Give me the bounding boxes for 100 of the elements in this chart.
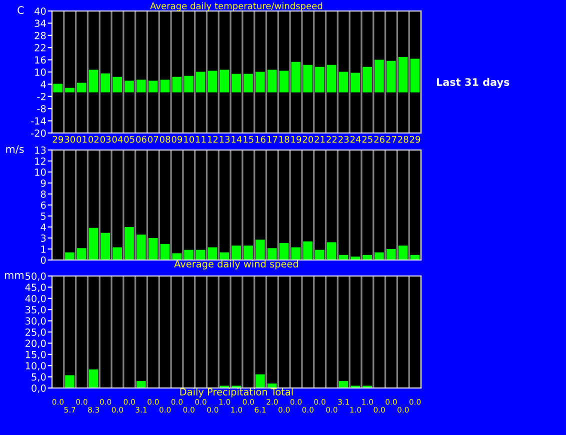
bar <box>338 381 348 388</box>
y-tick-label: 25,0 <box>26 328 46 337</box>
bar <box>112 247 122 260</box>
bar <box>160 244 170 260</box>
y-tick-label: -20 <box>31 129 46 137</box>
text: Last 31 days <box>436 78 510 88</box>
y-tick-label: -2 <box>37 92 46 100</box>
x-tick-label: 17 <box>267 136 278 143</box>
bar <box>362 66 372 92</box>
bar <box>76 82 86 92</box>
x-tick-label: 28 <box>398 136 408 143</box>
y-axis-title: C <box>18 6 24 14</box>
bar <box>315 250 324 260</box>
bar <box>160 80 170 92</box>
y-tick-label: 8 <box>40 190 46 198</box>
bar <box>232 74 242 92</box>
y-tick-label: -8 <box>37 105 46 112</box>
y-tick-label: 13 <box>35 146 46 154</box>
x-tick-label: 24 <box>350 136 361 143</box>
x-tick-label: 03 <box>100 136 111 143</box>
bar <box>148 80 158 92</box>
x-tick-label: 16 <box>256 136 266 143</box>
bar <box>386 249 396 260</box>
bar <box>124 80 134 92</box>
y-tick-label: 28 <box>34 32 46 40</box>
x-tick-label: 13 <box>220 136 230 143</box>
x-tick-label: 30 <box>64 136 75 143</box>
y-tick-label: 6 <box>40 201 46 209</box>
x-tick-label: 18 <box>279 136 290 143</box>
bar <box>172 76 182 92</box>
bar <box>65 252 74 260</box>
y-tick-label: 1 <box>41 246 46 253</box>
x-tick-label: 02 <box>88 136 98 143</box>
y-tick-label: 40,0 <box>25 294 46 304</box>
bar <box>267 248 277 260</box>
x-tick-label: 29 <box>410 136 420 143</box>
bar <box>136 381 146 388</box>
x-tick-label: 14 <box>232 136 242 143</box>
bar <box>220 70 230 92</box>
bar <box>244 74 253 92</box>
x-tick-label: 04 <box>112 136 123 143</box>
x-tick-label: 27 <box>386 136 396 143</box>
y-tick-label: 34 <box>34 20 46 28</box>
y-tick-label: 50,0 <box>26 272 46 281</box>
y-tick-label: 40 <box>34 7 46 15</box>
bar <box>124 227 134 260</box>
x-tick-label: 09 <box>172 136 182 143</box>
x-tick-label: 08 <box>160 136 170 143</box>
bar <box>100 73 110 92</box>
y-axis-title: m/s <box>6 145 24 154</box>
bar <box>88 369 98 388</box>
bar <box>315 66 324 92</box>
bar <box>65 375 74 388</box>
x-tick-label: 10 <box>184 136 194 143</box>
bar <box>374 60 384 92</box>
y-tick-label: 9 <box>40 179 46 187</box>
y-tick-label: 12 <box>35 157 46 165</box>
x-tick-label: 25 <box>362 136 372 143</box>
bar <box>100 232 110 260</box>
bar <box>326 64 336 92</box>
y-tick-label: 4 <box>40 224 46 231</box>
bar <box>386 60 396 92</box>
x-tick-label: 26 <box>374 136 385 143</box>
x-tick-label: 12 <box>208 136 218 143</box>
y-tick-label: 45,0 <box>25 284 46 292</box>
bar <box>256 374 265 388</box>
bar <box>184 76 194 92</box>
x-tick-label: 22 <box>326 136 337 143</box>
bar <box>136 80 146 92</box>
x-axis-title: Average daily wind speed <box>174 260 298 270</box>
bar <box>326 242 336 260</box>
y-tick-label: 3 <box>41 234 46 242</box>
x-tick-label: 21 <box>314 136 325 143</box>
bar <box>208 247 218 260</box>
x-tick-label: 11 <box>196 136 206 143</box>
y-tick-label: 15,0 <box>26 350 46 360</box>
bar <box>291 62 301 92</box>
bar <box>256 240 265 260</box>
bar <box>398 56 408 92</box>
bar <box>53 84 62 92</box>
bar <box>410 58 420 92</box>
x-tick-label: 15 <box>244 136 254 143</box>
bar <box>303 241 312 260</box>
bar <box>398 246 408 260</box>
bar <box>291 247 301 260</box>
y-tick-label: 10 <box>35 68 46 76</box>
y-tick-label: 4 <box>40 80 46 88</box>
y-tick-label: 20,0 <box>26 340 46 348</box>
x-tick-label: 06 <box>136 136 146 143</box>
bar <box>88 228 98 260</box>
y-tick-label: -14 <box>31 117 46 124</box>
bar <box>208 70 218 92</box>
bar <box>279 243 289 260</box>
y-axis-title: mm <box>4 273 24 279</box>
y-tick-label: 30,0 <box>26 317 46 326</box>
bar <box>256 72 265 92</box>
x-tick-label: 01 <box>76 136 87 143</box>
x-tick-label: 23 <box>338 136 349 143</box>
y-tick-label: 10 <box>35 168 46 176</box>
bar <box>232 246 242 260</box>
